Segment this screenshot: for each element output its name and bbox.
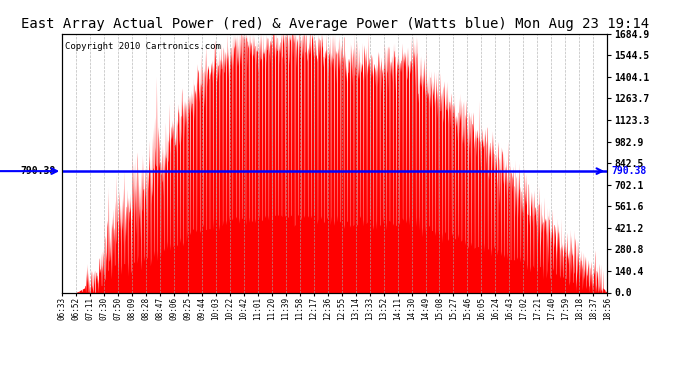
Text: Copyright 2010 Cartronics.com: Copyright 2010 Cartronics.com xyxy=(65,42,221,51)
Text: 790.38: 790.38 xyxy=(611,166,647,176)
Text: 790.38: 790.38 xyxy=(20,166,55,176)
Title: East Array Actual Power (red) & Average Power (Watts blue) Mon Aug 23 19:14: East Array Actual Power (red) & Average … xyxy=(21,17,649,31)
